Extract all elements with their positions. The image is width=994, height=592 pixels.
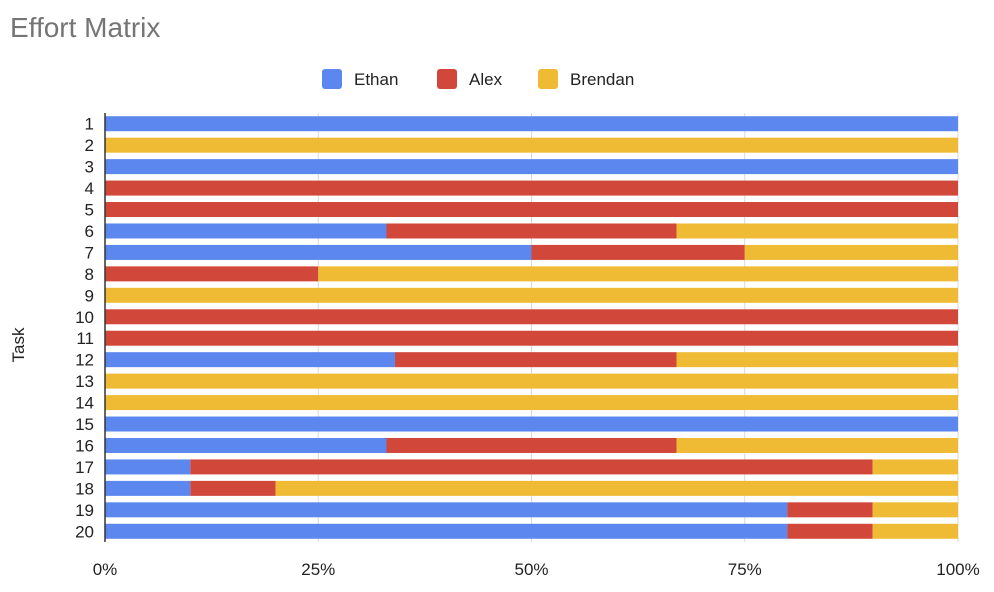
y-tick-label: 19 (75, 501, 94, 520)
bar-segment-brendan[interactable] (105, 373, 958, 389)
y-axis-title: Task (9, 327, 28, 362)
bar-segment-ethan[interactable] (105, 244, 532, 260)
bar-segment-alex[interactable] (105, 266, 319, 282)
y-tick-label: 17 (75, 458, 94, 477)
y-tick-label: 2 (85, 136, 94, 155)
x-tick-label: 100% (936, 560, 979, 579)
bar-segment-brendan[interactable] (676, 352, 958, 368)
legend-label-ethan[interactable]: Ethan (354, 70, 398, 89)
bar-segment-brendan[interactable] (275, 480, 959, 496)
y-tick-label: 14 (75, 394, 94, 413)
y-tick-label: 9 (85, 286, 94, 305)
y-tick-label: 16 (75, 436, 94, 455)
y-tick-label: 7 (85, 243, 94, 262)
x-tick-label: 25% (301, 560, 335, 579)
x-tick-label: 75% (728, 560, 762, 579)
y-tick-label: 3 (85, 158, 94, 177)
bar-segment-brendan[interactable] (105, 395, 958, 411)
chart-title: Effort Matrix (10, 12, 161, 43)
bar-segment-alex[interactable] (190, 480, 276, 496)
legend-swatch-alex[interactable] (437, 69, 457, 89)
bar-segment-alex[interactable] (787, 523, 873, 539)
bar-segment-alex[interactable] (105, 309, 958, 325)
bar-segment-alex[interactable] (386, 437, 677, 453)
y-tick-label: 15 (75, 415, 94, 434)
legend-label-alex[interactable]: Alex (469, 70, 503, 89)
bar-segment-ethan[interactable] (105, 159, 958, 175)
y-tick-label: 8 (85, 265, 94, 284)
y-tick-label: 13 (75, 372, 94, 391)
x-tick-label: 50% (514, 560, 548, 579)
legend-label-brendan[interactable]: Brendan (570, 70, 634, 89)
y-tick-label: 11 (76, 329, 94, 348)
bar-segment-alex[interactable] (395, 352, 677, 368)
bar-segment-brendan[interactable] (676, 223, 958, 239)
bar-segment-alex[interactable] (787, 502, 873, 518)
bars (105, 116, 959, 539)
bar-segment-brendan[interactable] (872, 459, 958, 475)
y-tick-label: 4 (85, 179, 94, 198)
y-tick-label: 10 (75, 308, 94, 327)
legend-swatch-ethan[interactable] (322, 69, 342, 89)
bar-segment-brendan[interactable] (105, 287, 958, 303)
bar-segment-alex[interactable] (105, 330, 958, 346)
bar-segment-alex[interactable] (190, 459, 873, 475)
legend: Ethan Alex Brendan (322, 69, 634, 89)
bar-segment-brendan[interactable] (872, 502, 958, 518)
bar-segment-alex[interactable] (531, 244, 745, 260)
bar-segment-brendan[interactable] (744, 244, 958, 260)
bar-segment-alex[interactable] (386, 223, 677, 239)
bar-segment-ethan[interactable] (105, 116, 958, 132)
bar-segment-alex[interactable] (105, 202, 958, 218)
y-tick-label: 20 (75, 522, 94, 541)
y-tick-label: 12 (75, 351, 94, 370)
bar-segment-brendan[interactable] (676, 437, 958, 453)
bar-segment-ethan[interactable] (105, 223, 387, 239)
bar-segment-ethan[interactable] (105, 459, 191, 475)
bar-segment-ethan[interactable] (105, 523, 788, 539)
bar-segment-ethan[interactable] (105, 437, 387, 453)
bar-segment-alex[interactable] (105, 180, 958, 196)
y-tick-label: 5 (85, 201, 94, 220)
y-tick-label: 18 (75, 479, 94, 498)
bar-segment-ethan[interactable] (105, 352, 396, 368)
bar-segment-ethan[interactable] (105, 502, 788, 518)
x-tick-label: 0% (93, 560, 118, 579)
gridlines (104, 113, 959, 542)
y-tick-label: 1 (85, 115, 94, 134)
legend-swatch-brendan[interactable] (538, 69, 558, 89)
bar-segment-brendan[interactable] (318, 266, 958, 282)
bar-segment-ethan[interactable] (105, 416, 958, 432)
y-tick-label: 6 (85, 222, 94, 241)
bar-segment-brendan[interactable] (872, 523, 958, 539)
bar-segment-brendan[interactable] (105, 137, 958, 153)
bar-segment-ethan[interactable] (105, 480, 191, 496)
x-tick-labels: 0% 25% 50% 75% 100% (93, 560, 980, 579)
